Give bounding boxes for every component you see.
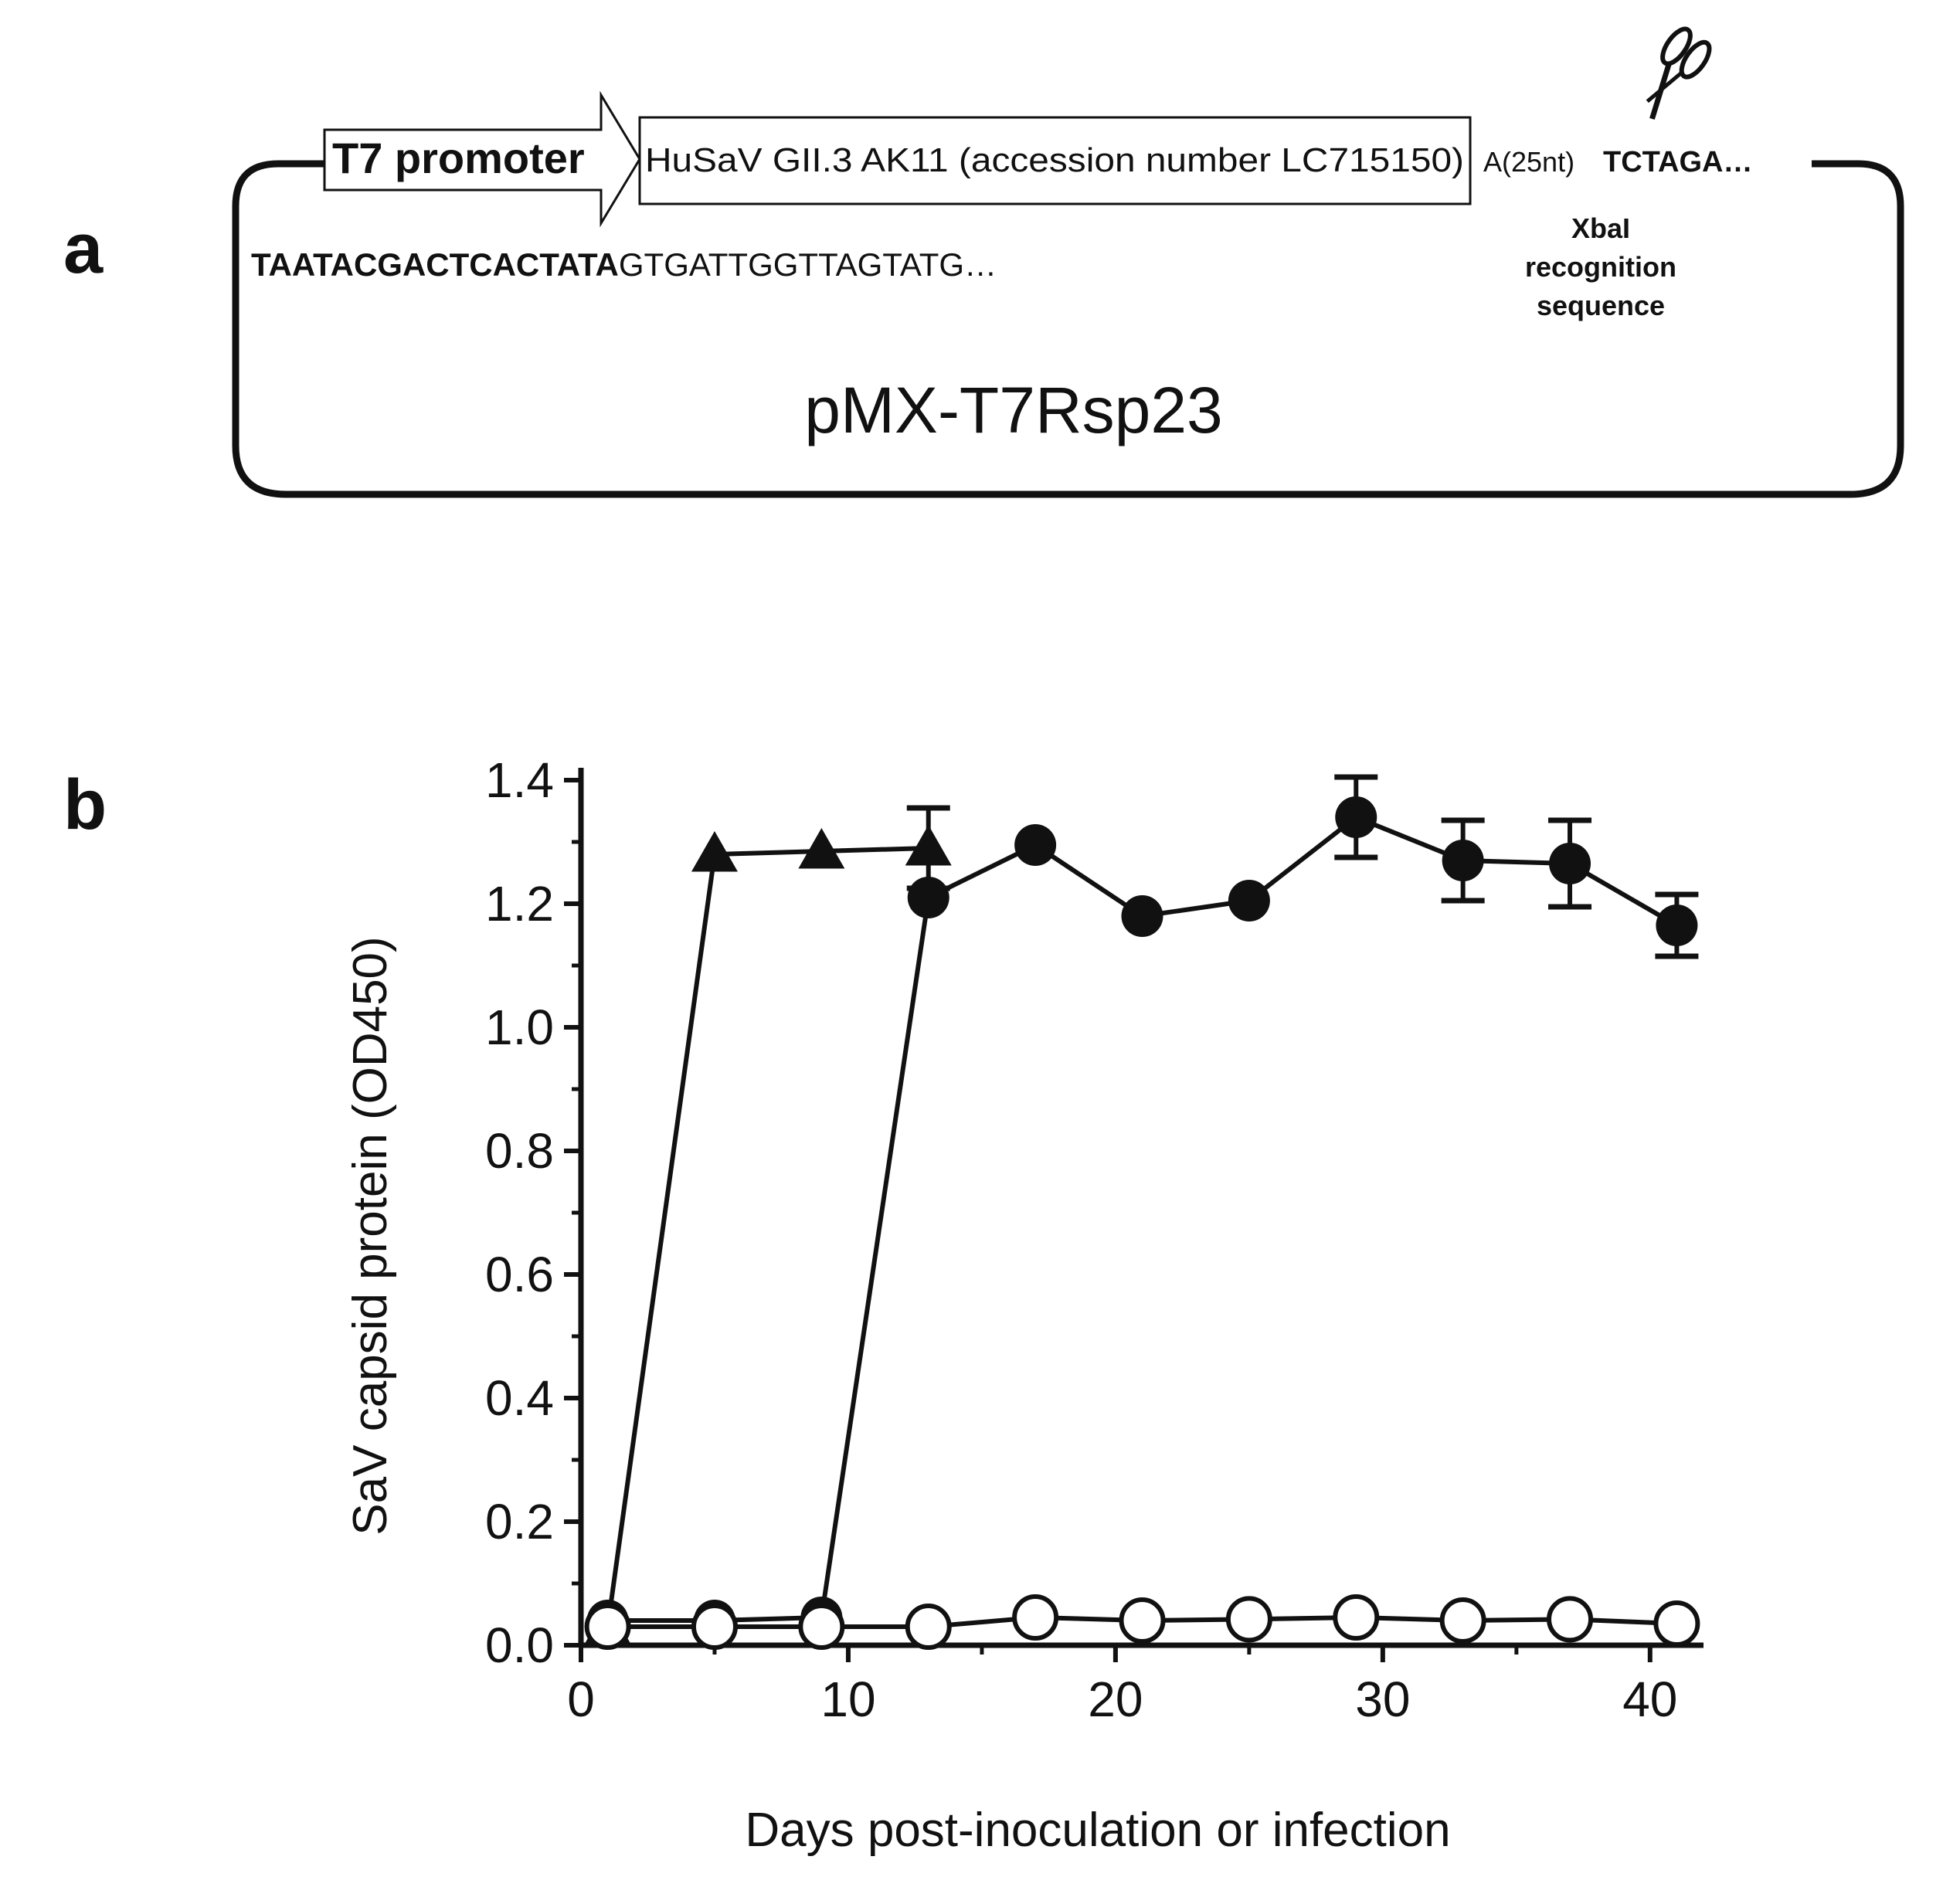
insert-box xyxy=(638,116,1472,205)
filled-circle-marker xyxy=(1121,895,1163,937)
y-tick-label: 0.8 xyxy=(485,1123,554,1179)
y-tick-label: 0.0 xyxy=(485,1617,554,1673)
promoter-sequence-plain: GTGATTGGTTAGTATG… xyxy=(619,246,997,283)
filled-circle-marker xyxy=(1549,843,1591,884)
xbai-label-line2: recognition xyxy=(1525,251,1676,283)
filled-circle-marker xyxy=(1656,904,1698,946)
y-tick-label: 1.0 xyxy=(485,1000,554,1055)
y-axis-label: SaV capsid protein (OD450) xyxy=(344,936,397,1535)
filled-circle-marker xyxy=(1335,796,1377,838)
filled-circle-marker xyxy=(1228,880,1270,921)
x-tick-label: 10 xyxy=(820,1672,875,1727)
open-circle-marker xyxy=(798,1604,845,1650)
filled-circle-marker xyxy=(907,877,949,918)
insert-label: HuSaV GII.3 AK11 (accession number LC715… xyxy=(645,141,1464,179)
triangle-marker xyxy=(905,825,952,866)
filled-circle-marker xyxy=(1014,824,1057,866)
panel-b-letter: b xyxy=(63,765,107,844)
xbai-label-line3: sequence xyxy=(1537,290,1665,321)
panel-a-letter: a xyxy=(63,209,104,288)
y-tick-label: 0.2 xyxy=(485,1494,554,1549)
open-circle-marker xyxy=(905,1604,952,1650)
x-tick-label: 40 xyxy=(1622,1672,1677,1727)
t7-promoter-arrow xyxy=(323,90,641,228)
open-circle-marker xyxy=(1547,1596,1594,1643)
t7-promoter-label: T7 promoter xyxy=(332,134,585,182)
od450-time-course-chart: 0.0 0.2 0.4 0.6 0.8 1.0 1.2 1.4 0 10 20 30 40 SaV ca… xyxy=(344,752,1704,1857)
plasmid-diagram: T7 promoter HuSaV GII.3 AK11 (accession … xyxy=(232,26,1904,498)
x-tick-label: 20 xyxy=(1088,1672,1143,1727)
open-circle-marker xyxy=(1653,1600,1700,1647)
data-markers xyxy=(584,796,1700,1650)
xbai-site-sequence: TCTAGA… xyxy=(1603,146,1753,178)
xbai-label-line1: XbaI xyxy=(1571,212,1630,244)
y-tick-label: 0.4 xyxy=(485,1370,554,1426)
open-circle-marker xyxy=(1012,1594,1059,1641)
filled-circle-marker xyxy=(1442,840,1484,881)
filled-circle-series-line xyxy=(607,814,1678,1623)
x-tick-label: 0 xyxy=(567,1672,595,1727)
scissors-icon xyxy=(1646,26,1712,120)
open-circle-marker xyxy=(1225,1596,1272,1643)
chart-axes: 0.0 0.2 0.4 0.6 0.8 1.0 1.2 1.4 0 10 20 30 40 xyxy=(485,752,1704,1727)
polya-label: A(25nt) xyxy=(1483,146,1574,178)
open-circle-marker xyxy=(1333,1594,1380,1641)
y-tick-label: 1.2 xyxy=(485,876,554,932)
promoter-sequence: TAATACGACTCACTATAGTGATTGGTTAGTATG… xyxy=(251,246,997,283)
x-axis-label: Days post-inoculation or infection xyxy=(745,1804,1450,1857)
triangle-series-line xyxy=(605,846,929,1627)
y-tick-label: 1.4 xyxy=(485,752,554,808)
series-lines xyxy=(605,814,1678,1629)
promoter-sequence-bold: TAATACGACTCACTATA xyxy=(251,246,619,283)
plasmid-name: pMX-T7Rsp23 xyxy=(804,374,1223,446)
open-circle-marker xyxy=(584,1604,631,1650)
triangle-marker xyxy=(691,831,738,872)
open-circle-marker xyxy=(1119,1597,1166,1644)
x-tick-label: 30 xyxy=(1355,1672,1410,1727)
triangle-marker xyxy=(798,828,845,869)
open-circle-marker xyxy=(691,1604,738,1650)
y-tick-label: 0.6 xyxy=(485,1247,554,1302)
open-circle-marker xyxy=(1439,1597,1486,1644)
plasmid-outline xyxy=(232,160,1904,498)
